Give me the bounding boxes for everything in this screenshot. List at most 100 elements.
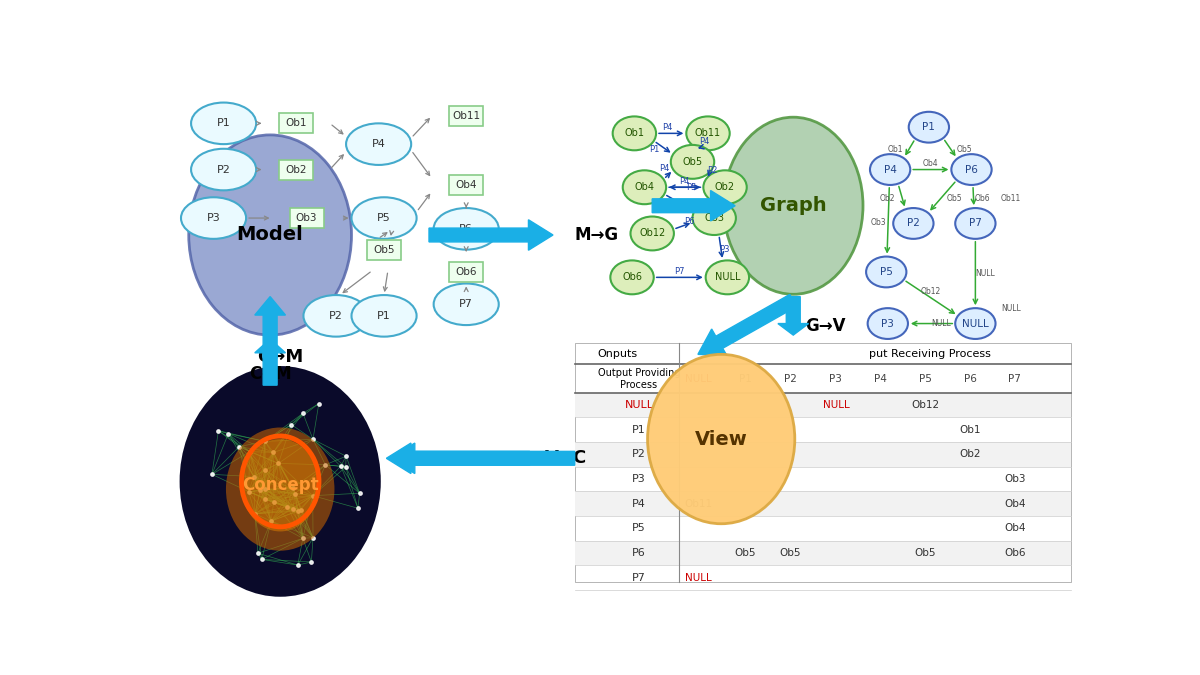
Point bbox=[304, 434, 323, 445]
Text: NULL: NULL bbox=[624, 400, 654, 410]
FancyBboxPatch shape bbox=[278, 113, 313, 134]
Text: P4: P4 bbox=[372, 139, 385, 149]
FancyBboxPatch shape bbox=[575, 343, 1070, 581]
Text: Ob11: Ob11 bbox=[695, 128, 721, 138]
Text: Model: Model bbox=[236, 225, 304, 244]
Text: Ob11: Ob11 bbox=[452, 111, 480, 121]
Text: NULL: NULL bbox=[715, 272, 740, 282]
Point bbox=[256, 464, 275, 475]
Text: P6: P6 bbox=[632, 548, 646, 558]
Text: NULL: NULL bbox=[1001, 304, 1021, 313]
FancyBboxPatch shape bbox=[575, 541, 1070, 566]
Text: P3: P3 bbox=[829, 374, 842, 384]
Text: P5: P5 bbox=[880, 267, 893, 277]
Text: Concept: Concept bbox=[242, 477, 318, 494]
Point bbox=[252, 554, 271, 565]
Text: View: View bbox=[695, 429, 748, 449]
Text: Ob1: Ob1 bbox=[624, 128, 644, 138]
Text: P5: P5 bbox=[918, 374, 931, 384]
Text: Ob5: Ob5 bbox=[947, 194, 962, 202]
Point bbox=[264, 497, 283, 508]
Text: Ob5: Ob5 bbox=[373, 246, 395, 255]
Text: P1: P1 bbox=[217, 118, 230, 128]
Ellipse shape bbox=[866, 256, 906, 288]
Text: Ob4: Ob4 bbox=[456, 180, 476, 190]
Ellipse shape bbox=[623, 170, 666, 205]
Text: C→M: C→M bbox=[248, 364, 292, 383]
Ellipse shape bbox=[648, 354, 794, 524]
Point bbox=[348, 503, 367, 514]
Text: Ob3: Ob3 bbox=[1004, 474, 1026, 484]
Text: P6: P6 bbox=[964, 374, 977, 384]
Text: P4: P4 bbox=[875, 374, 887, 384]
Text: Ob12: Ob12 bbox=[920, 287, 941, 296]
Text: P6: P6 bbox=[684, 217, 695, 226]
Point bbox=[264, 447, 283, 458]
Ellipse shape bbox=[955, 208, 996, 239]
Point bbox=[256, 484, 275, 495]
Text: P4: P4 bbox=[662, 123, 672, 132]
FancyArrow shape bbox=[390, 443, 575, 474]
Text: P3: P3 bbox=[632, 474, 646, 484]
Point bbox=[256, 493, 275, 504]
Point bbox=[316, 460, 335, 470]
Point bbox=[304, 490, 323, 501]
Point bbox=[293, 408, 312, 418]
Text: Ob5: Ob5 bbox=[914, 548, 936, 558]
Text: P3: P3 bbox=[881, 319, 894, 329]
Ellipse shape bbox=[952, 154, 991, 185]
Text: Ob4: Ob4 bbox=[923, 159, 938, 168]
Text: P4: P4 bbox=[883, 165, 896, 175]
Ellipse shape bbox=[870, 154, 911, 185]
Ellipse shape bbox=[692, 201, 736, 235]
Text: Ob2: Ob2 bbox=[715, 182, 736, 192]
FancyBboxPatch shape bbox=[575, 442, 1070, 467]
Point bbox=[331, 461, 350, 472]
FancyArrow shape bbox=[778, 296, 809, 335]
Ellipse shape bbox=[226, 427, 335, 551]
Text: NULL: NULL bbox=[974, 269, 995, 278]
Text: P4: P4 bbox=[698, 137, 709, 146]
Point bbox=[239, 486, 258, 497]
Text: V→C: V→C bbox=[545, 450, 588, 467]
Text: Ob6: Ob6 bbox=[1004, 548, 1026, 558]
Text: Onputs: Onputs bbox=[598, 348, 637, 358]
Ellipse shape bbox=[181, 197, 246, 239]
Text: NULL: NULL bbox=[962, 319, 989, 329]
Text: P5: P5 bbox=[632, 523, 646, 533]
Text: P2: P2 bbox=[907, 219, 920, 228]
Text: P1: P1 bbox=[923, 122, 935, 132]
Text: P4: P4 bbox=[679, 177, 690, 186]
Ellipse shape bbox=[908, 112, 949, 142]
Ellipse shape bbox=[893, 208, 934, 239]
Point bbox=[301, 557, 320, 568]
FancyBboxPatch shape bbox=[449, 262, 484, 282]
Text: Ob3: Ob3 bbox=[704, 213, 725, 223]
Text: P6-P5: P6-P5 bbox=[654, 200, 677, 209]
Ellipse shape bbox=[191, 148, 256, 190]
Point bbox=[293, 533, 312, 544]
Text: Ob2: Ob2 bbox=[959, 450, 980, 460]
Point bbox=[229, 441, 248, 452]
Text: Ob1: Ob1 bbox=[959, 425, 980, 435]
Text: P7: P7 bbox=[1008, 374, 1021, 384]
Text: P1: P1 bbox=[739, 374, 751, 384]
Text: Ob3: Ob3 bbox=[296, 213, 317, 223]
FancyBboxPatch shape bbox=[575, 393, 1070, 418]
Text: P3: P3 bbox=[720, 245, 730, 254]
Ellipse shape bbox=[352, 197, 416, 239]
FancyBboxPatch shape bbox=[289, 208, 324, 228]
Text: Ob4: Ob4 bbox=[1004, 523, 1026, 533]
Ellipse shape bbox=[868, 308, 908, 339]
Text: P2: P2 bbox=[632, 450, 646, 460]
Point bbox=[282, 419, 301, 430]
Text: Ob5: Ob5 bbox=[780, 548, 800, 558]
Text: Ob4: Ob4 bbox=[1004, 499, 1026, 509]
Text: Ob6: Ob6 bbox=[456, 267, 476, 277]
Point bbox=[310, 398, 329, 409]
Text: Ob11: Ob11 bbox=[1001, 194, 1021, 202]
Text: P5: P5 bbox=[685, 183, 696, 192]
Point bbox=[244, 471, 263, 482]
Ellipse shape bbox=[433, 208, 499, 250]
Text: Ob11: Ob11 bbox=[685, 499, 713, 509]
